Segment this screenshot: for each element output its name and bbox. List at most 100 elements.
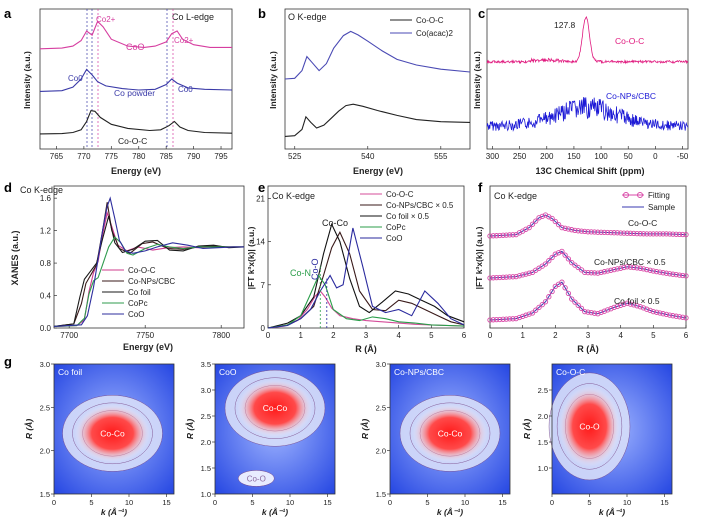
panel-e-letter: e: [258, 180, 265, 195]
x-tick-label: 4: [618, 331, 623, 340]
wavelet-map-xlabel: k (Å⁻¹): [437, 507, 463, 517]
panel-d-legend: Co-O-C Co-NPs/CBC Co foil CoPc CoO: [102, 266, 175, 319]
panel-f-fit-marker: [539, 301, 545, 308]
panel-f-fit-marker: [660, 231, 666, 237]
panel-c-series: [486, 15, 689, 132]
x-tick-label: 100: [594, 152, 608, 161]
panel-b-ylabel: Intensity (a.u.): [268, 51, 278, 109]
panel-f-fit-marker: [650, 231, 656, 237]
panel-d-ylabel: XANES (a.u.): [10, 230, 20, 285]
panel-f-fit-marker: [604, 307, 611, 313]
panel-f-fit-marker: [595, 311, 601, 317]
panel-f-fit-marker: [552, 218, 558, 225]
y-tick-label: 0.0: [40, 324, 52, 333]
x-tick-label: 5: [587, 498, 591, 507]
panel-f-fit-marker: [565, 256, 572, 262]
panel-f-fit-marker: [487, 317, 493, 323]
panel-f-fit-marker: [634, 230, 640, 237]
panel-f-fit-marker: [618, 265, 624, 271]
wavelet-hotspot: [412, 404, 488, 463]
panel-a-label: Co0: [178, 85, 193, 94]
y-tick-label: 1.5: [538, 438, 548, 447]
wavelet-map-xlabel: k (Å⁻¹): [262, 507, 288, 517]
panel-e-legend: Co-O-C Co-NPs/CBC × 0.5 Co foil × 0.5 CoPc C…: [360, 190, 454, 243]
panel-f-letter: f: [478, 180, 483, 195]
panel-f-fit-marker: [611, 304, 617, 311]
wavelet-map-ylabel: R (Å): [185, 419, 195, 439]
panel-f-fit-marker: [601, 229, 607, 236]
panel-f-fit-marker: [631, 230, 637, 237]
x-tick-label: 0: [653, 152, 658, 161]
x-tick-label: 15: [660, 498, 668, 507]
panel-f-fit-marker: [660, 311, 666, 317]
panel-f-fit-marker: [653, 309, 660, 315]
x-tick-label: 6: [462, 331, 467, 340]
panel-f-fit-marker: [608, 229, 614, 236]
panel-f-fit-marker: [676, 314, 683, 320]
y-tick-label: 0: [261, 324, 266, 333]
panel-d-legend-item: CoPc: [128, 299, 148, 308]
panel-f-fit-marker: [520, 313, 526, 320]
panel-c-line: [486, 97, 689, 132]
panel-f-fit-marker: [523, 271, 529, 277]
panel-a-labels: Co2+ CoO Co2+ Co0 Co powder Co0 Co-O-C: [68, 15, 194, 146]
panel-f-fit-marker: [490, 233, 496, 239]
wavelet-map-title: CoO: [219, 367, 237, 377]
panel-d-ticks: 7700 7750 7800 0.0 0.4 0.8 1.2 1.6: [40, 194, 231, 340]
y-tick-label: 21: [256, 194, 265, 203]
panel-f-fit-marker: [663, 311, 670, 318]
panel-d-legend-item: Co-O-C: [128, 266, 156, 275]
panel-f-fit-marker: [542, 261, 549, 267]
panel-d-title: Co K-edge: [20, 185, 63, 195]
panel-f-curve-label: Co foil × 0.5: [614, 296, 660, 306]
wavelet-contour: [72, 402, 153, 465]
panel-f-fit-marker: [670, 313, 676, 319]
panel-e-title: Co K-edge: [272, 191, 315, 201]
panel-b-legend-item: Co-O-C: [416, 16, 444, 25]
panel-c: c Intensity (a.u.) 13C Chemical Shift (p…: [472, 6, 689, 176]
panel-f-fit-marker: [650, 268, 656, 274]
panel-f-fit-marker: [575, 228, 581, 234]
panel-f-curve-label: Co-O-C: [628, 218, 657, 228]
panel-a-line: [39, 68, 233, 92]
panel-f-fit-marker: [598, 229, 604, 235]
panel-f-fit-marker: [513, 315, 519, 322]
wavelet-contour: [409, 402, 491, 465]
panel-f-fit-marker: [637, 304, 643, 310]
panel-a: a Co L-edge Intensity (a.u.) Energy (eV)…: [4, 6, 233, 176]
panel-f-fit-marker: [663, 231, 670, 237]
panel-f-fit-marker: [559, 279, 565, 285]
panel-d: d Co K-edge XANES (a.u.) Energy (eV) 770…: [4, 180, 245, 352]
panel-f-fit-marker: [490, 275, 496, 281]
panel-f-fit-marker: [631, 264, 637, 271]
panel-f-fit-marker: [618, 230, 624, 236]
panel-f-fit-marker: [490, 317, 496, 323]
y-tick-label: 14: [256, 238, 265, 247]
panel-f-fit-marker: [506, 232, 513, 238]
panel-f-fit-marker: [595, 270, 601, 276]
panel-f-fit-marker: [627, 230, 634, 236]
panel-b-x-ticks: 525 540 555: [288, 146, 448, 161]
panel-f-fit-marker: [569, 227, 575, 233]
panel-f-fit-marker: [644, 231, 650, 237]
x-tick-label: 7750: [136, 331, 154, 340]
panel-e-line: [267, 227, 465, 329]
y-tick-label: 2.0: [201, 438, 211, 447]
x-tick-label: 3: [586, 331, 591, 340]
x-tick-label: 0: [213, 498, 217, 507]
panel-f-ylabel: |FT k³x(k)| (a.u.): [474, 226, 484, 289]
wavelet-map-xlabel: k (Å⁻¹): [101, 507, 127, 517]
panel-c-xlabel: 13C Chemical Shift (ppm): [535, 166, 644, 176]
x-tick-label: 15: [162, 498, 170, 507]
panel-f-fit-marker: [667, 231, 673, 237]
panel-f-fit-marker: [585, 269, 591, 276]
panel-f-fit-marker: [676, 272, 683, 278]
y-tick-label: 3.0: [40, 360, 50, 369]
x-tick-label: 5: [425, 498, 429, 507]
panel-f-fit-marker: [536, 215, 542, 221]
x-tick-label: 0: [52, 498, 56, 507]
panel-f-fit-marker: [621, 230, 627, 236]
panel-b: b O K-edge Intensity (a.u.) Energy (eV) …: [258, 6, 471, 176]
wavelet-map-frame: [53, 363, 175, 495]
panel-f-fit-marker: [640, 266, 647, 272]
